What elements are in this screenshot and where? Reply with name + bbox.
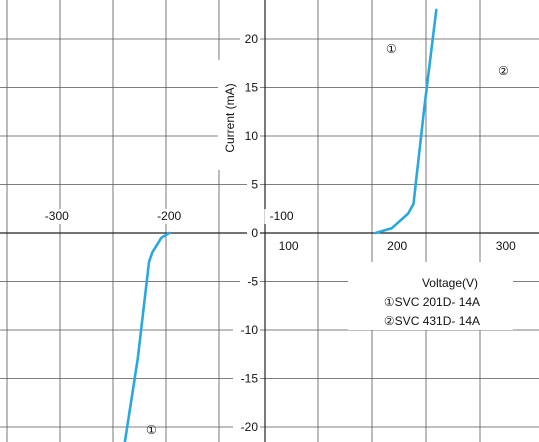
y-tick-label-neg15: -15 [241,372,259,386]
y-tick-label-10-bg [240,129,260,144]
y-tick-label-5-bg [247,177,260,193]
tick-labels: 100200300400-400-300-200-10020151050-5-1… [39,32,520,435]
legend-bg [348,262,513,330]
y-tick-label-neg10: -10 [241,323,259,337]
annotations: Current (mA) Voltage(V) ①SVC 201D- 14A ②… [146,42,513,437]
series-curves [123,8,438,442]
y-tick-label-neg20-bg [233,420,260,435]
x-tick-label-200: 200 [387,239,407,253]
ylabel-bg [218,60,240,170]
x-tick-label-neg300: -300 [45,209,69,223]
x-tick-label-100: 100 [279,239,299,253]
x-tick-label-neg100: -100 [270,209,294,223]
x-tick-label-neg200-bg [152,209,187,224]
x-tick-label-300-bg [492,239,520,254]
series-1-curve-positive [374,8,438,235]
series-1-marker-positive: ① [386,42,397,56]
series-1-marker-negative: ① [146,423,157,437]
y-tick-label-5: 5 [251,178,258,192]
x-axis-title: Voltage(V) [422,276,478,290]
y-tick-label-15-bg [240,80,260,96]
y-tick-label-15: 15 [245,81,259,95]
x-tick-label-200-bg [383,239,411,254]
y-tick-label-neg5: -5 [247,275,258,289]
y-tick-label-neg20: -20 [241,420,259,434]
y-tick-label-0-bg [247,226,260,241]
y-tick-label-neg5-bg [240,274,260,290]
x-tick-label-300: 300 [496,239,516,253]
series-1-curve-negative [123,231,171,442]
legend-item-1: ①SVC 201D- 14A [384,295,480,309]
x-tick-label-neg300-bg [39,209,74,224]
y-tick-label-neg10-bg [233,323,260,338]
x-tick-label-neg200: -200 [157,209,181,223]
x-tick-label-100-bg [275,239,303,254]
y-axis-title: Current (mA) [223,83,237,152]
y-tick-label-20: 20 [245,32,259,46]
y-tick-label-0: 0 [251,226,258,240]
series-2-marker-positive: ② [498,64,509,78]
legend-item-2: ②SVC 431D- 14A [384,314,480,328]
y-tick-label-20-bg [240,32,260,47]
x-tick-label-neg100-bg [264,209,299,224]
y-tick-label-neg15-bg [233,371,260,387]
y-tick-label-10: 10 [245,129,259,143]
